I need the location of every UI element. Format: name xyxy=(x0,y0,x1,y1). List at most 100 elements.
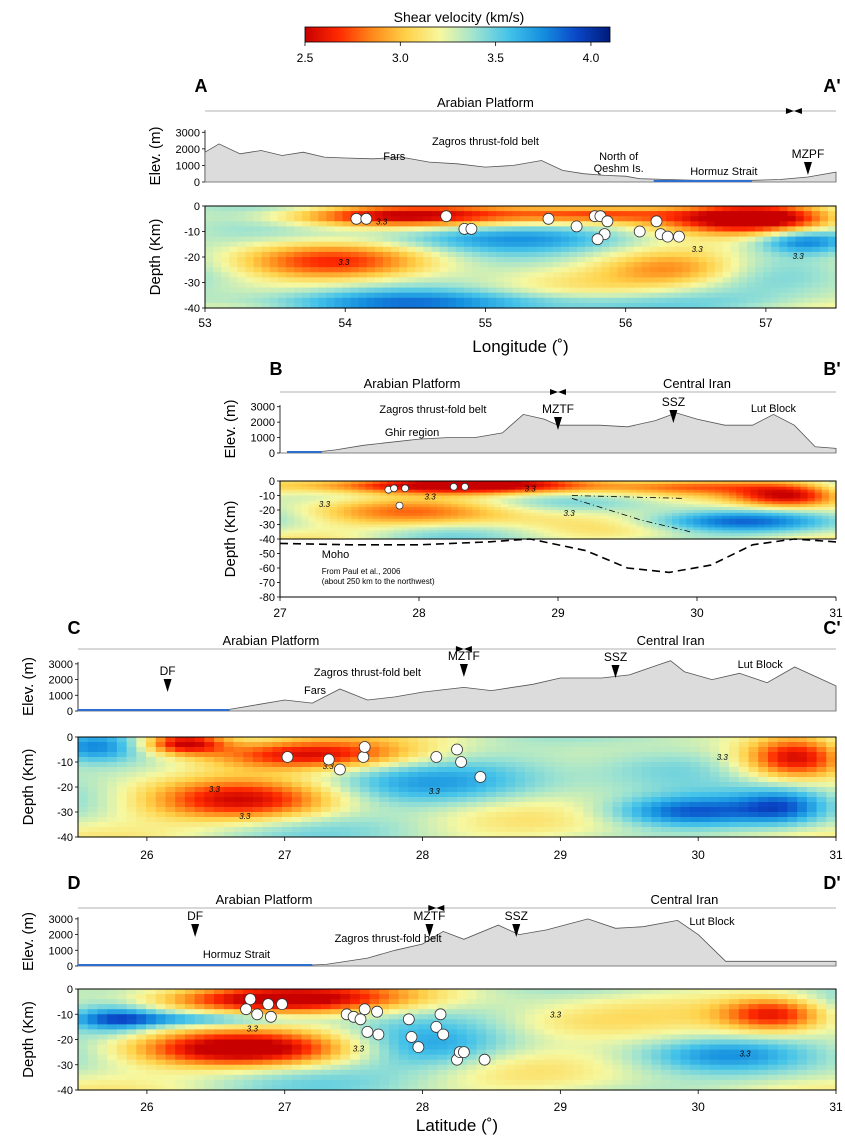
velocity-cell xyxy=(422,495,431,499)
velocity-cell xyxy=(579,533,588,537)
velocity-cell xyxy=(287,510,295,514)
velocity-cell xyxy=(282,822,293,828)
velocity-cell xyxy=(408,481,417,485)
velocity-cell xyxy=(738,267,748,273)
velocity-cell xyxy=(758,822,769,828)
velocity-cell xyxy=(721,481,730,485)
velocity-cell xyxy=(572,492,580,497)
velocity-cell xyxy=(636,518,645,523)
velocity-cell xyxy=(698,282,708,289)
velocity-cell xyxy=(787,797,798,803)
velocity-cell xyxy=(326,257,336,263)
velocity-cell xyxy=(544,277,554,284)
velocity-cell xyxy=(87,772,99,778)
velocity-cell xyxy=(520,246,530,253)
velocity-cell xyxy=(374,211,384,217)
velocity-cell xyxy=(480,216,489,222)
velocity-cell xyxy=(778,498,787,502)
velocity-cell xyxy=(320,772,332,778)
velocity-cell xyxy=(709,782,720,788)
velocity-cell xyxy=(819,287,829,294)
velocity-cell xyxy=(365,524,374,528)
velocity-cell xyxy=(245,262,255,268)
velocity-cell xyxy=(272,822,283,828)
velocity-cell xyxy=(277,302,287,309)
velocity-cell xyxy=(463,216,473,222)
velocity-cell xyxy=(536,292,546,299)
velocity-cell xyxy=(97,792,108,798)
velocity-cell xyxy=(439,292,449,299)
velocity-cell xyxy=(534,797,546,803)
velocity-cell xyxy=(650,498,659,502)
velocity-cell xyxy=(664,518,673,523)
velocity-cell xyxy=(243,832,254,838)
velocity-cell xyxy=(622,489,630,494)
velocity-cell xyxy=(374,226,384,233)
velocity-cell xyxy=(262,832,273,838)
velocity-cell xyxy=(738,211,748,217)
velocity-cell xyxy=(674,246,683,253)
velocity-cell xyxy=(585,236,594,243)
velocity-cell xyxy=(262,767,273,773)
velocity-cell xyxy=(593,246,602,253)
velocity-cell xyxy=(458,524,466,528)
velocity-cell xyxy=(165,772,176,778)
velocity-cell xyxy=(486,510,495,514)
velocity-cell xyxy=(743,489,752,494)
velocity-cell xyxy=(816,787,827,793)
velocity-cell xyxy=(479,518,488,523)
velocity-cell xyxy=(722,287,732,294)
velocity-cell xyxy=(550,530,559,534)
velocity-cell xyxy=(777,812,789,818)
velocity-cell xyxy=(486,501,495,505)
velocity-cell xyxy=(536,251,546,258)
velocity-cell xyxy=(522,533,531,537)
velocity-cell xyxy=(572,486,580,491)
velocity-cell xyxy=(803,267,813,273)
velocity-cell xyxy=(811,226,821,233)
velocity-cell xyxy=(451,536,459,540)
velocity-cell xyxy=(301,807,312,813)
velocity-cell xyxy=(593,272,602,278)
velocity-cell xyxy=(757,510,766,514)
velocity-cell xyxy=(658,246,667,253)
velocity-cell xyxy=(496,272,505,278)
velocity-cell xyxy=(763,206,772,212)
velocity-cell xyxy=(803,282,813,289)
velocity-cell xyxy=(214,822,225,828)
marker-arrow-icon xyxy=(459,664,468,677)
velocity-cell xyxy=(165,827,176,833)
velocity-cell xyxy=(495,757,507,763)
velocity-cell xyxy=(707,521,716,526)
velocity-cell xyxy=(334,267,344,273)
velocity-cell xyxy=(602,737,614,743)
velocity-cell xyxy=(747,277,756,284)
velocity-cell xyxy=(294,489,302,494)
velocity-cell xyxy=(500,483,509,488)
velocity-cell xyxy=(505,827,516,833)
velocity-cell xyxy=(508,515,516,520)
velocity-cell xyxy=(398,777,410,783)
velocity-cell xyxy=(560,287,570,294)
velocity-cell xyxy=(237,302,247,309)
velocity-cell xyxy=(672,504,680,508)
velocity-cell xyxy=(579,495,588,499)
marker-label: MZTF xyxy=(448,649,480,663)
velocity-cell xyxy=(334,272,344,278)
velocity-cell xyxy=(719,807,730,813)
velocity-cell xyxy=(214,742,225,748)
velocity-cell xyxy=(252,737,264,743)
velocity-cell xyxy=(714,512,723,517)
velocity-cell xyxy=(436,527,445,531)
velocity-cell xyxy=(330,797,341,803)
velocity-cell xyxy=(293,302,303,309)
velocity-cell xyxy=(415,292,425,299)
velocity-cell xyxy=(358,536,367,540)
x-tick-label: 54 xyxy=(339,316,353,330)
velocity-cell xyxy=(358,512,367,517)
velocity-cell xyxy=(78,792,89,798)
velocity-cell xyxy=(407,216,416,222)
velocity-cell xyxy=(622,782,633,788)
velocity-cell xyxy=(366,211,376,217)
velocity-cell xyxy=(625,287,635,294)
